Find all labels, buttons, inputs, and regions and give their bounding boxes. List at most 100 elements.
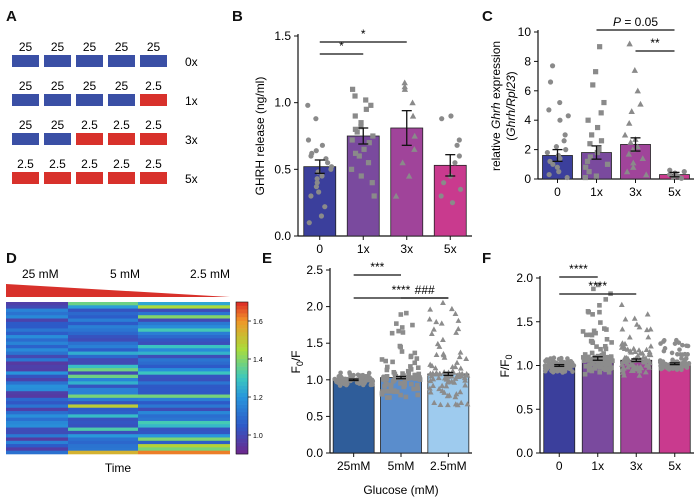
y-tick-label-0: 0.0 (306, 446, 323, 460)
data-point-2-33 (427, 389, 434, 395)
protocol-block-2-3 (108, 133, 135, 145)
data-point-0-4 (565, 113, 571, 119)
data-point-1-83 (588, 338, 594, 344)
data-point-1-2 (363, 97, 369, 103)
bar-2 (390, 127, 424, 237)
data-point-3-50 (680, 342, 685, 348)
heatmap-cell-19-1 (68, 364, 138, 369)
data-point-3-0 (448, 113, 454, 119)
heatmap-cell-30-2 (138, 401, 230, 405)
data-point-2-74 (622, 316, 629, 322)
data-point-2-51 (643, 346, 650, 352)
heatmap-cell-28-1 (68, 394, 138, 399)
data-point-1-18 (582, 174, 588, 181)
data-point-1-2 (590, 82, 596, 88)
data-point-2-7 (399, 159, 406, 166)
data-point-2-5 (626, 119, 633, 126)
heatmap-cell-5-2 (138, 318, 230, 323)
data-point-0-17 (546, 171, 552, 178)
colorbar-segment-23 (236, 389, 248, 394)
data-point-1-84 (393, 373, 399, 379)
x-tick-label-0: 0 (316, 242, 323, 256)
data-point-2-5 (634, 321, 640, 327)
x-tick-label-1: 1x (357, 242, 370, 256)
heatmap-cell-32-2 (138, 407, 230, 412)
protocol-value-0-2: 25 (83, 40, 97, 54)
heatmap-cell-43-0 (6, 444, 68, 448)
data-point-2-78 (455, 373, 462, 380)
protocol-row-label-2: 3x (185, 133, 198, 147)
data-point-1-53 (583, 332, 589, 338)
data-point-2-69 (646, 349, 653, 355)
data-point-3-75 (672, 341, 678, 346)
data-point-2-71 (446, 392, 453, 398)
data-point-1-83 (381, 377, 386, 382)
y-axis-label-line2: (Ghrh/Rpl23) (504, 71, 518, 140)
data-point-1-54 (408, 367, 414, 372)
data-point-2-82 (462, 382, 469, 388)
data-point-1-61 (603, 297, 609, 302)
y-tick-label-3: 6 (524, 84, 531, 98)
heatmap-cell-0-0 (6, 302, 68, 306)
data-point-0-8 (325, 160, 331, 166)
data-point-3-68 (672, 365, 678, 371)
data-point-2-58 (458, 399, 465, 406)
data-point-0-15 (554, 164, 560, 170)
data-point-2-14 (630, 164, 637, 170)
data-point-3-53 (670, 357, 675, 363)
heatmap-cell-32-1 (68, 407, 138, 412)
data-point-1-41 (415, 365, 421, 370)
heatmap-cell-28-0 (6, 394, 68, 399)
data-point-3-85 (684, 343, 689, 349)
heatmap-cell-9-2 (138, 331, 230, 336)
heatmap-cell-21-0 (6, 371, 68, 375)
heatmap-cell-36-0 (6, 420, 68, 425)
data-point-1-35 (417, 377, 423, 382)
protocol-block-3-1 (44, 172, 71, 184)
data-point-1-11 (594, 149, 600, 156)
significance-label-0: *** (370, 260, 384, 274)
colorbar-segment-25 (236, 397, 248, 402)
heatmap-cell-12-1 (68, 341, 138, 346)
heatmap-cell-4-0 (6, 315, 68, 319)
data-point-1-51 (595, 362, 601, 368)
data-point-0-7 (561, 138, 567, 144)
y-tick-label-1: 0.5 (516, 402, 533, 416)
data-point-1-13 (361, 146, 367, 152)
colorbar-segment-36 (236, 438, 248, 443)
significance-label-1: ** (650, 36, 660, 50)
heatmap-cell-22-2 (138, 374, 230, 379)
data-point-2-75 (436, 385, 443, 392)
data-point-2-35 (619, 326, 626, 332)
data-point-0-1 (313, 116, 319, 122)
heatmap-cell-40-2 (138, 434, 230, 438)
data-point-1-14 (388, 382, 394, 388)
heatmap-cell-43-1 (68, 444, 138, 448)
heatmap-cell-11-0 (6, 338, 68, 342)
data-point-3-3 (454, 142, 460, 148)
colorbar-segment-29 (236, 412, 248, 417)
data-point-0-0 (549, 63, 556, 69)
protocol-block-0-0 (12, 55, 39, 67)
x-tick-label-3: 5x (444, 242, 457, 256)
heatmap-cell-37-0 (6, 424, 68, 428)
data-point-1-7 (358, 124, 364, 130)
data-point-1-10 (596, 147, 602, 153)
data-point-1-8 (592, 366, 598, 371)
data-point-1-9 (354, 129, 360, 135)
colorbar-segment-37 (236, 442, 248, 447)
data-point-2-75 (624, 346, 631, 352)
heatmap-cell-45-0 (6, 450, 68, 455)
y-tick-label-4: 2.0 (306, 300, 323, 314)
data-point-2-15 (449, 305, 455, 312)
data-point-2-27 (452, 394, 459, 400)
data-point-1-59 (415, 392, 420, 398)
data-point-2-87 (646, 360, 653, 366)
colorbar-segment-12 (236, 347, 248, 352)
heatmap-cell-44-2 (138, 447, 230, 451)
protocol-value-1-3: 25 (115, 79, 129, 93)
data-point-0-13 (314, 176, 320, 182)
